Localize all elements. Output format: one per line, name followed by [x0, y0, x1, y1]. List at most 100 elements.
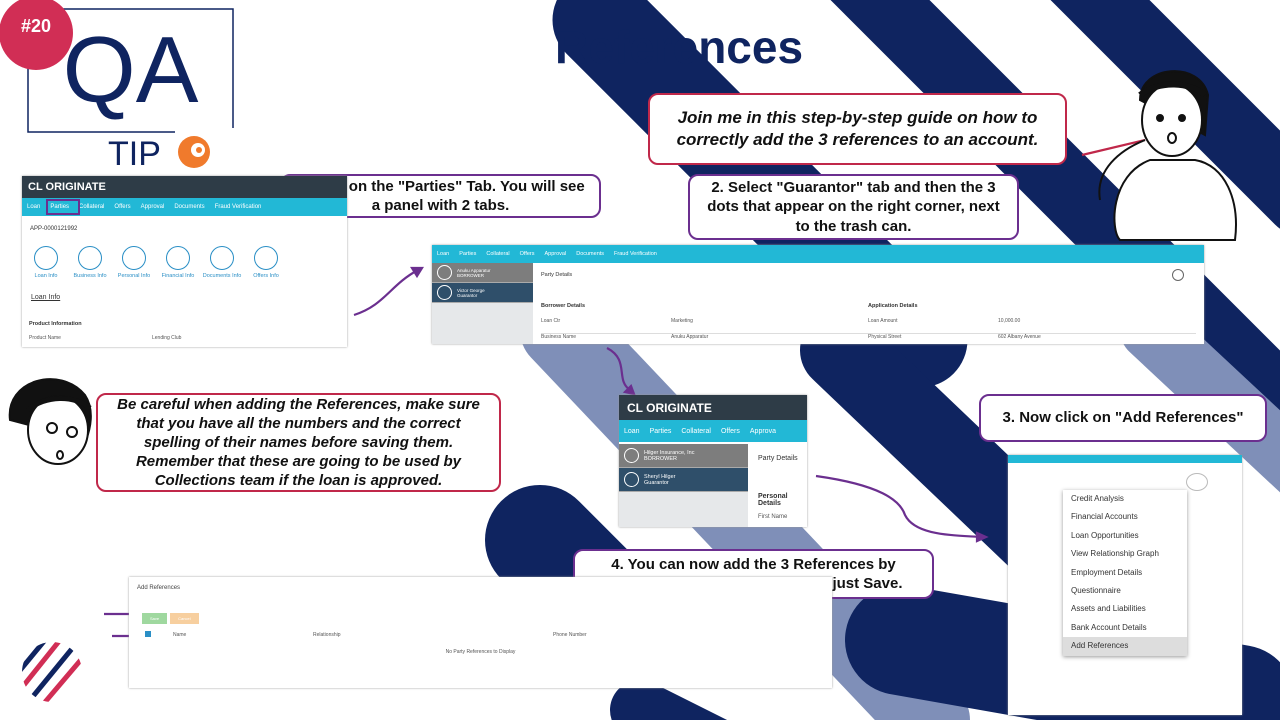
menu-item[interactable]: Questionnaire	[1071, 585, 1121, 595]
dropdown-menu: Credit Analysis Financial Accounts Loan Op…	[1063, 490, 1187, 656]
icon	[166, 246, 190, 270]
nav-bar: Loan Parties Collateral Offers Approval Docum…	[22, 198, 347, 216]
nav-item[interactable]: Loan	[624, 427, 640, 435]
nav-bar: Loan Parties Collateral Offers Approva	[619, 420, 807, 442]
app-id: APP-0000121992	[30, 226, 78, 232]
nav-item[interactable]: Parties	[459, 251, 477, 257]
party-role: BORROWER	[644, 455, 677, 462]
nav-item[interactable]: Offers	[519, 251, 535, 257]
column-head: Phone Number	[553, 632, 587, 638]
party-list: Hilger Insurance, Inc BORROWER Sheryl Hilg…	[619, 444, 748, 527]
nav-item[interactable]: Offers	[114, 204, 131, 210]
icon-item: Documents Info	[202, 246, 242, 279]
column-head: Application Details	[868, 303, 918, 309]
field-value: Lending Club	[152, 335, 182, 341]
nav-item[interactable]: Parties	[649, 427, 672, 435]
party-item[interactable]: Anuku Apparatur BORROWER	[432, 263, 533, 283]
party-item[interactable]: Victor George Guarantor	[432, 283, 533, 303]
nav-bar	[1008, 455, 1242, 463]
nav-item[interactable]: Collateral	[79, 204, 105, 210]
nav-item[interactable]: Parties	[50, 204, 70, 210]
nav-item[interactable]: Documents	[174, 204, 205, 210]
detail-cell: Marketing	[671, 318, 693, 324]
party-text: Sheryl Hilger Guarantor	[644, 474, 675, 486]
column-head: Relationship	[313, 632, 341, 638]
party-icon	[437, 285, 452, 300]
menu-item[interactable]: View Relationship Graph	[1071, 549, 1159, 559]
menu-item[interactable]: Employment Details	[1071, 567, 1143, 577]
nav-item[interactable]: Loan	[27, 204, 41, 210]
menu-item[interactable]: Financial Accounts	[1071, 512, 1138, 522]
panel-title: Party Details	[541, 272, 573, 278]
step-bubble: 2. Select "Guarantor" tab and then the 3…	[688, 174, 1019, 240]
party-icon	[624, 448, 639, 463]
warning-bubble: Be careful when adding the References, m…	[96, 393, 501, 492]
nav-item[interactable]: Approva	[749, 427, 776, 435]
detail-cell: Loan Amount	[868, 318, 898, 324]
section: Personal Details	[758, 493, 788, 507]
add-button[interactable]	[145, 631, 151, 637]
step-bubble: 3. Now click on "Add References"	[979, 394, 1267, 442]
menu-item[interactable]: Credit Analysis	[1071, 494, 1124, 503]
menu-item[interactable]: Add References	[1063, 637, 1187, 656]
cancel-button[interactable]: Cancel	[170, 613, 199, 624]
field-label: First Name	[758, 514, 788, 520]
nav-item[interactable]: Approval	[544, 251, 567, 257]
nav-item[interactable]: Offers	[720, 427, 740, 435]
column-head: Name	[173, 632, 187, 638]
detail-cell: Loan Ctr	[541, 318, 561, 324]
party-icon	[624, 472, 639, 487]
party-item[interactable]: Sheryl Hilger Guarantor	[619, 468, 748, 492]
brand: CL ORIGINATE	[28, 181, 106, 193]
field-label: Product Name	[29, 335, 61, 341]
screenshot-parties-tab: CL ORIGINATE Loan Parties Collateral Offers…	[22, 176, 347, 347]
party-text: Hilger Insurance, Inc BORROWER	[644, 450, 694, 462]
column-head: Borrower Details	[541, 303, 586, 309]
detail-row: Loan Ctr Marketing Loan Amount 10,000.00	[541, 318, 1196, 334]
nav-item[interactable]: Loan	[437, 251, 450, 257]
menu-item[interactable]: Loan Opportunities	[1071, 530, 1139, 540]
section: Loan Info	[31, 294, 61, 301]
party-role: BORROWER	[457, 272, 484, 278]
nav-bar: Loan Parties Collateral Offers Approval Docum…	[432, 245, 1204, 263]
screenshot-add-references: Add References Save Cancel Name Relation…	[129, 577, 832, 688]
nav-item[interactable]: Collateral	[486, 251, 510, 257]
party-item[interactable]: Hilger Insurance, Inc BORROWER	[619, 444, 748, 468]
menu-item[interactable]: Assets and Liabilities	[1071, 604, 1146, 614]
empty-state: No Party References to Display	[445, 649, 516, 655]
party-icon	[437, 265, 452, 280]
brand: CL ORIGINATE	[627, 400, 712, 415]
screenshot-menu: Credit Analysis Financial Accounts Loan Op…	[1008, 455, 1242, 715]
detail-cell: 602 Albany Avenue	[998, 334, 1041, 340]
icon-label: Financial Info	[161, 273, 195, 279]
nav-item[interactable]: Collateral	[681, 427, 711, 435]
nav-item[interactable]: Fraud Verification	[614, 251, 657, 257]
panel-title: Party Details	[758, 455, 798, 462]
panel-title: Add References	[137, 585, 181, 591]
badge: #20	[20, 16, 52, 36]
icon-label: Business Info	[73, 273, 107, 279]
detail-cell: Physical Street	[868, 334, 902, 340]
icon-item: Offers Info	[246, 246, 286, 279]
party-role: Guarantor	[457, 292, 478, 298]
detail-cell: Business Name	[541, 334, 577, 340]
nav-item[interactable]: Fraud Verification	[214, 204, 262, 210]
icon-label: Personal Info	[117, 273, 151, 279]
party-name: Sheryl Hilger	[644, 473, 676, 480]
detail-rows: Loan Ctr Marketing Loan Amount 10,000.00 Bus…	[541, 318, 1196, 344]
nav-item[interactable]: Approval	[140, 204, 165, 210]
icon-item: Financial Info	[158, 246, 198, 279]
icon-row: Loan Info Business Info Personal Info Finan…	[22, 246, 286, 279]
icon	[34, 246, 58, 270]
logo-sub: TIP	[108, 135, 161, 173]
intro-bubble: Join me in this step-by-step guide on ho…	[648, 93, 1067, 165]
menu-item[interactable]: Bank Account Details	[1071, 622, 1147, 632]
nav-item[interactable]: Documents	[576, 251, 605, 257]
party-text: Anuku Apparatur BORROWER	[457, 268, 491, 278]
icon	[210, 246, 234, 270]
trash-icon	[1172, 269, 1184, 281]
save-button[interactable]: Save	[142, 613, 168, 624]
title: References	[555, 21, 804, 73]
detail-row: Business Name Anuku Apparatur Physical Str…	[541, 334, 1196, 344]
